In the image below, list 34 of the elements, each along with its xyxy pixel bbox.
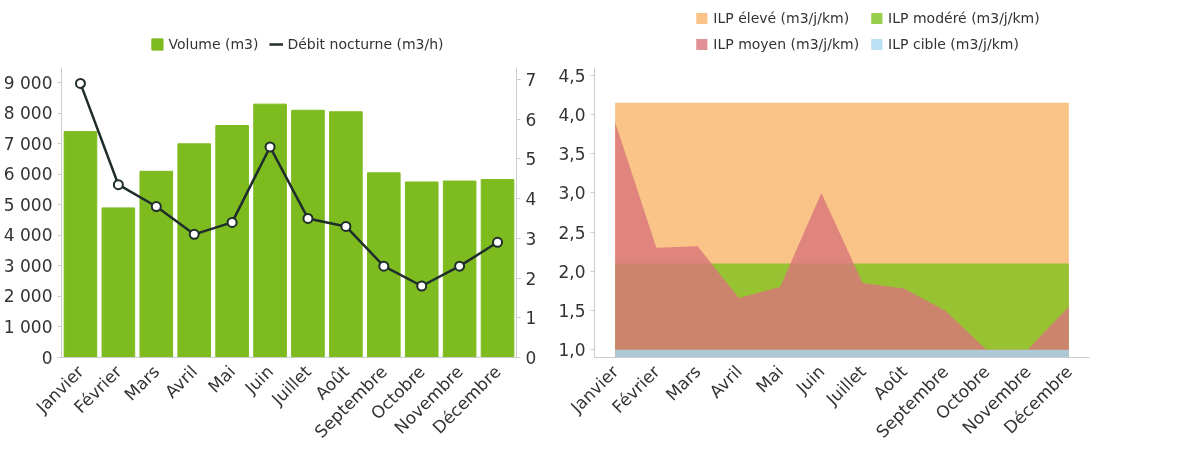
y-tick-label: 6 000	[3, 164, 53, 185]
legend-label: ILP modéré (m3/j/km)	[888, 10, 1040, 26]
y-tick-label: 2 000	[3, 286, 53, 307]
legend-label: ILP moyen (m3/j/km)	[713, 36, 860, 52]
y2-tick-label: 3	[525, 228, 537, 249]
y-tick-label: 3 000	[3, 255, 53, 276]
y-tick-label: 4,0	[558, 105, 586, 126]
y2-tick-label: 4	[525, 189, 537, 210]
legend-label: ILP cible (m3/j/km)	[888, 36, 1019, 52]
y-tick-label: 2,5	[558, 222, 586, 243]
x-tick-label: Mai	[751, 361, 788, 397]
y2-tick-label: 7	[525, 69, 537, 90]
legend-label: Volume (m3)	[168, 36, 259, 52]
y-tick-label: 2,0	[558, 261, 586, 282]
legend-label: ILP élevé (m3/j/km)	[713, 10, 850, 26]
y2-tick-label: 1	[525, 308, 537, 329]
y-tick-label: 3,5	[558, 144, 586, 165]
y-tick-label: 1,0	[558, 340, 586, 361]
y-tick-label: 5 000	[3, 194, 53, 215]
y-tick-label: 1 000	[3, 316, 53, 337]
y-tick-label: 8 000	[3, 103, 53, 124]
y-tick-label: 3,0	[558, 183, 586, 204]
y-tick-label: 4,5	[558, 65, 586, 86]
y-tick-label: 7 000	[3, 133, 53, 154]
y2-tick-label: 6	[525, 109, 537, 130]
y2-tick-label: 0	[525, 348, 537, 368]
x-tick-label: Mai	[203, 361, 240, 397]
y-tick-label: 0	[41, 347, 53, 368]
y2-tick-label: 2	[525, 268, 537, 289]
y-tick-label: 1,5	[558, 300, 586, 321]
y-tick-label: 4 000	[3, 225, 53, 246]
y2-tick-label: 5	[525, 149, 537, 170]
legend-label: Débit nocturne (m3/h)	[287, 36, 444, 52]
y-tick-label: 9 000	[3, 72, 53, 93]
